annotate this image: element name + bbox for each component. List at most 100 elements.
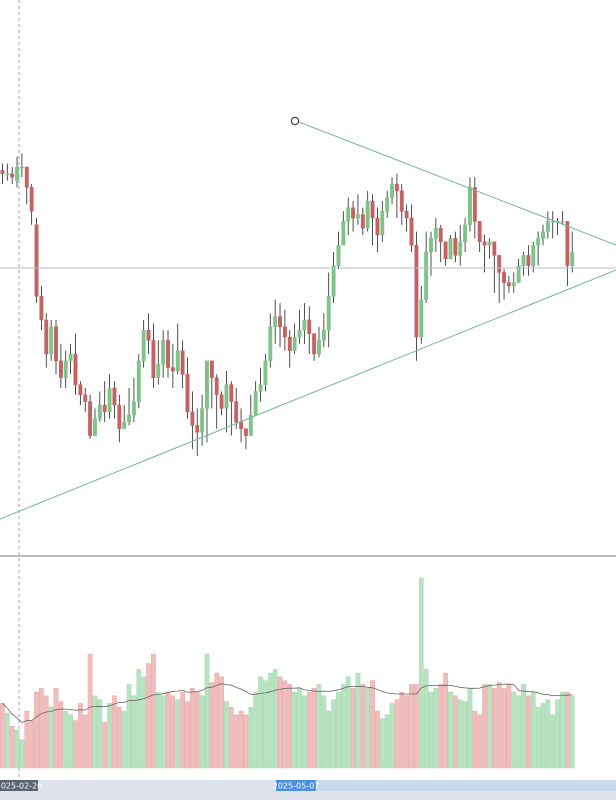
volume-bar xyxy=(350,688,356,769)
volume-bar xyxy=(165,691,171,769)
candle-body xyxy=(117,404,122,430)
volume-bar xyxy=(379,718,385,769)
candle-body xyxy=(531,244,536,266)
volume-bar xyxy=(248,707,254,769)
volume-bar xyxy=(107,703,112,769)
volume-pane[interactable] xyxy=(0,577,575,769)
volume-bar xyxy=(180,691,185,769)
candle-body xyxy=(229,384,234,402)
volume-bar xyxy=(457,699,463,769)
candle-body xyxy=(39,295,44,321)
volume-bar xyxy=(399,691,405,769)
date-axis-highlight xyxy=(276,780,616,791)
volume-bar xyxy=(175,699,181,769)
candle-body xyxy=(331,265,336,297)
candle-body xyxy=(390,183,394,198)
volume-bar xyxy=(565,691,570,769)
candle-body xyxy=(360,214,365,229)
candle-body xyxy=(112,387,117,406)
volume-bar xyxy=(355,672,361,769)
candle-body xyxy=(68,353,73,362)
candle-body xyxy=(83,394,88,402)
candle-body xyxy=(419,299,424,338)
volume-bar xyxy=(443,672,448,769)
volume-bar xyxy=(253,691,259,769)
volume-bar xyxy=(238,710,244,769)
candle-body xyxy=(214,377,219,396)
volume-bar xyxy=(555,699,560,769)
volume-bar xyxy=(209,682,215,769)
candle-body xyxy=(355,214,360,219)
volume-bar xyxy=(389,703,395,769)
candle-body xyxy=(88,401,93,436)
volume-bar xyxy=(414,684,419,769)
volume-bar xyxy=(472,710,478,769)
candle-body xyxy=(312,333,317,355)
candle-body xyxy=(565,221,570,266)
volume-bar xyxy=(263,680,268,769)
candle-body xyxy=(511,282,516,287)
volume-bar xyxy=(491,688,497,769)
volume-bar xyxy=(496,682,502,769)
volume-bar xyxy=(302,695,307,769)
candle-body xyxy=(34,224,39,297)
volume-bar xyxy=(545,699,551,769)
candle-body xyxy=(321,329,326,341)
candle-body xyxy=(506,282,511,287)
candle-body xyxy=(0,170,5,175)
candle-body xyxy=(107,387,112,413)
candle-body xyxy=(234,401,239,423)
candle-body xyxy=(282,326,287,338)
candle-body xyxy=(15,166,19,181)
volume-bar xyxy=(14,729,20,769)
volume-bar xyxy=(92,695,98,769)
volume-bar xyxy=(326,710,332,769)
volume-bar xyxy=(146,663,151,769)
date-label-2-bg xyxy=(276,780,316,791)
volume-bar xyxy=(4,712,10,769)
volume-bar xyxy=(102,722,108,769)
volume-bar xyxy=(370,680,375,769)
candle-body xyxy=(131,401,136,416)
volume-bar xyxy=(526,695,531,769)
candle-body xyxy=(219,394,224,409)
volume-bar xyxy=(43,695,49,769)
volume-bar xyxy=(506,684,512,769)
volume-bar xyxy=(345,676,351,769)
date-label-1: 2025-02-20 xyxy=(0,780,42,791)
price-pane[interactable] xyxy=(0,153,575,456)
candle-body xyxy=(570,251,575,266)
volume-bar xyxy=(68,714,73,769)
volume-bar xyxy=(199,695,205,769)
candle-body xyxy=(200,408,205,433)
candle-body xyxy=(263,360,268,385)
volume-bar xyxy=(316,684,322,769)
candle-body xyxy=(468,187,472,226)
volume-bar xyxy=(126,684,132,769)
volume-bar xyxy=(141,676,146,769)
candle-body xyxy=(151,340,156,379)
candle-body xyxy=(224,384,229,409)
volume-bar xyxy=(73,720,78,769)
volume-bar xyxy=(521,684,526,769)
volume-bar xyxy=(19,739,25,769)
candle-body xyxy=(78,384,83,396)
volume-bar xyxy=(428,691,434,769)
volume-bar xyxy=(131,695,137,769)
volume-bar xyxy=(375,710,380,769)
candle-body xyxy=(5,173,10,176)
volume-bar xyxy=(170,695,176,769)
candle-body xyxy=(370,200,375,219)
volume-bar xyxy=(438,684,444,769)
volume-bar xyxy=(224,701,229,769)
candle-body xyxy=(278,316,282,328)
volume-bar xyxy=(282,680,288,769)
candle-body xyxy=(136,360,141,402)
candle-body xyxy=(180,350,185,375)
candle-body xyxy=(185,374,190,413)
candle-body xyxy=(73,353,78,385)
candle-body xyxy=(195,425,200,433)
candle-body xyxy=(409,217,414,246)
